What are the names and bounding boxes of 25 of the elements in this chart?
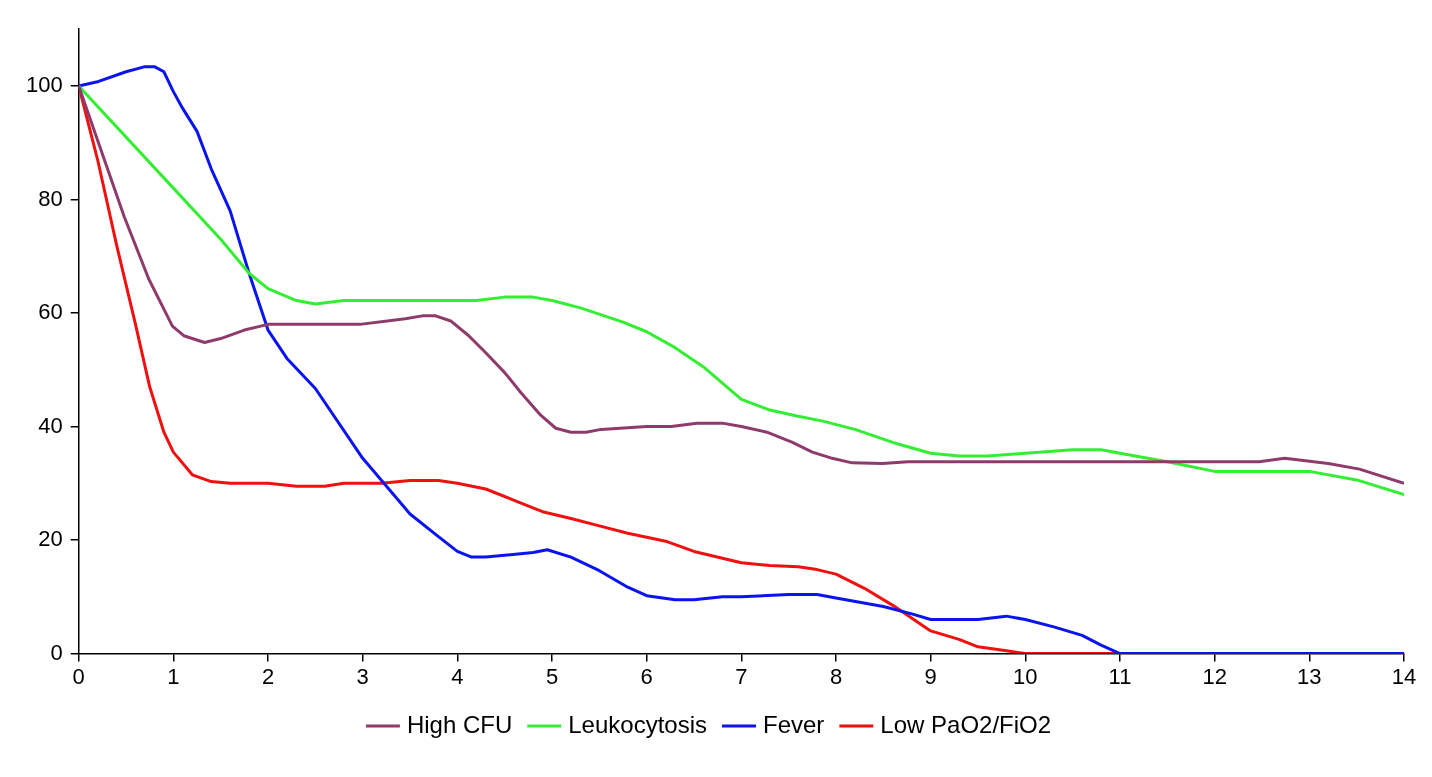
y-tick-label: 40 [38, 412, 63, 438]
legend-label: Leukocytosis [568, 710, 708, 738]
y-tick-label: 100 [25, 72, 63, 98]
x-tick-label: 10 [1013, 663, 1038, 689]
x-tick-label: 6 [640, 663, 653, 689]
x-tick-label: 9 [924, 663, 937, 689]
x-tick-label: 12 [1202, 663, 1227, 689]
legend-label: High CFU [406, 710, 513, 738]
x-tick-label: 5 [545, 663, 559, 689]
y-tick-label: 80 [38, 185, 63, 211]
legend-label: Low PaO2/FiO2 [880, 710, 1052, 738]
legend-label: Fever [763, 710, 825, 738]
x-tick-label: 13 [1297, 663, 1322, 689]
x-tick-label: 1 [167, 663, 180, 689]
x-tick-label: 8 [829, 663, 843, 689]
x-tick-label: 2 [261, 663, 275, 689]
x-tick-label: 0 [72, 663, 85, 689]
x-tick-label: 11 [1108, 663, 1132, 689]
y-tick-label: 20 [38, 526, 63, 552]
x-tick-label: 4 [451, 663, 464, 689]
y-tick-label: 60 [38, 299, 63, 325]
y-tick-label: 0 [50, 639, 63, 665]
x-tick-label: 7 [735, 663, 748, 689]
x-tick-label: 3 [356, 663, 369, 689]
x-tick-label: 14 [1391, 663, 1417, 689]
